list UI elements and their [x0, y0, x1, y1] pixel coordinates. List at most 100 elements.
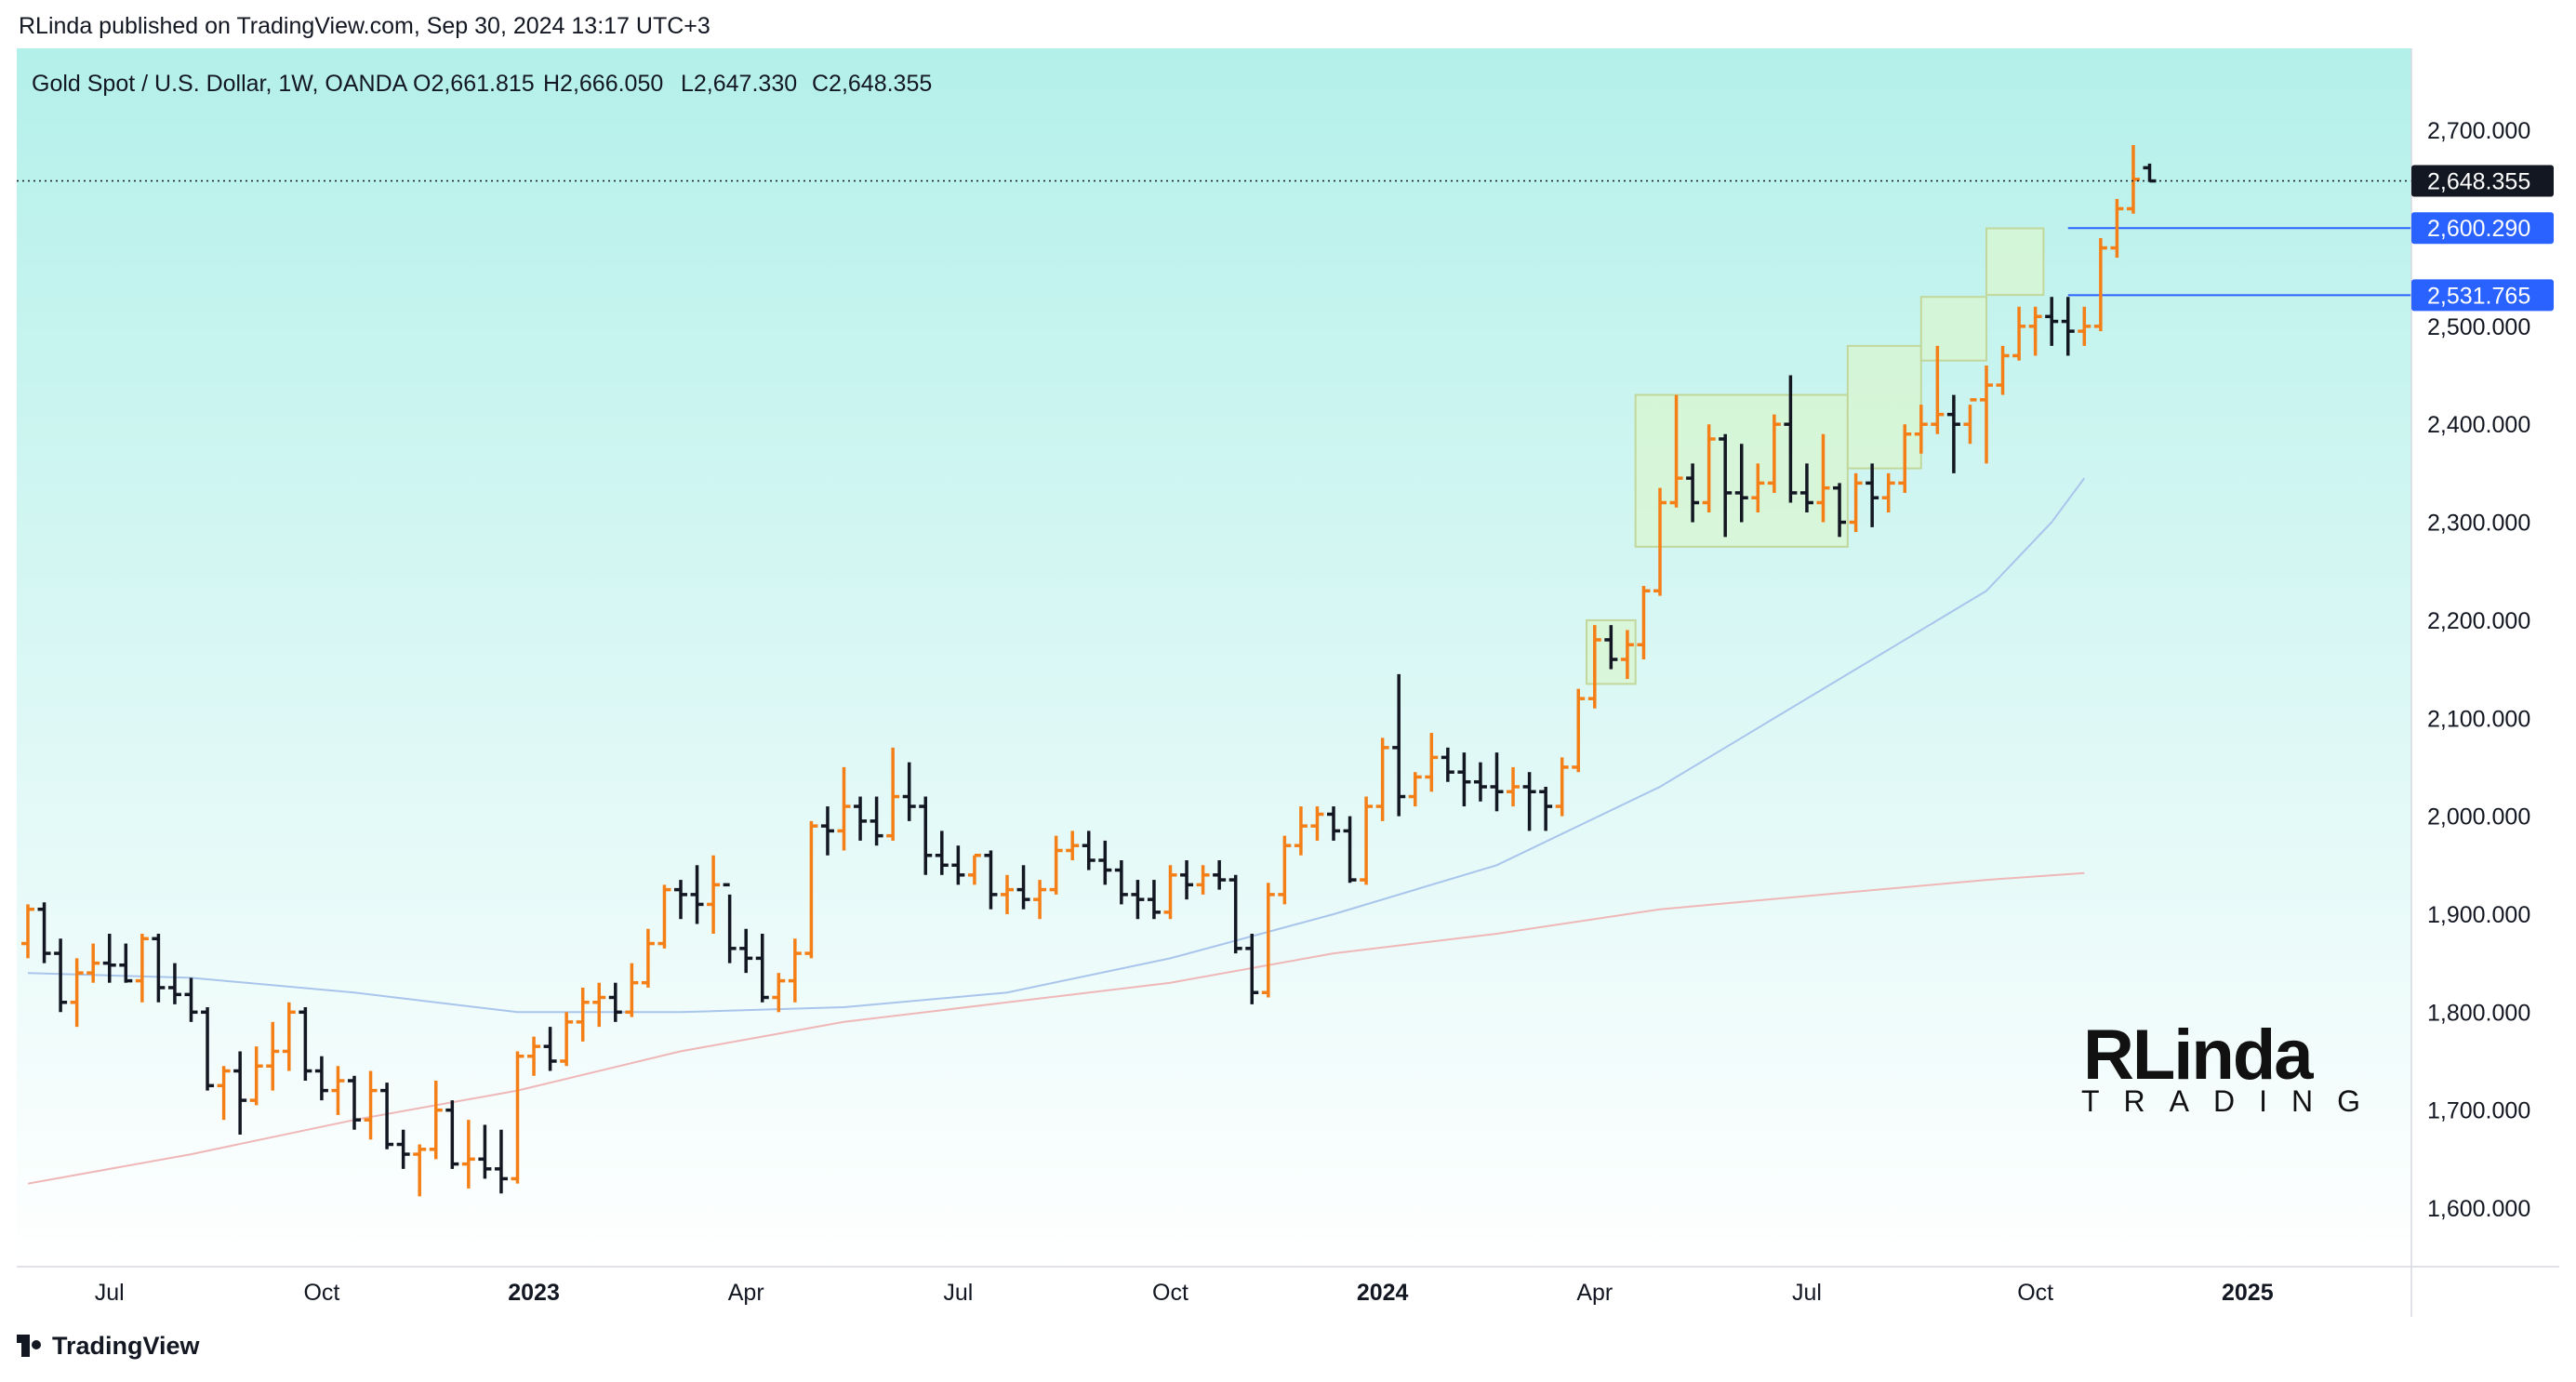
ohlc-bar	[1114, 860, 1128, 905]
ohlc-bar	[1669, 394, 1683, 508]
ohlc-bar	[1522, 772, 1536, 831]
ohlc-bar	[854, 796, 868, 841]
ohlc-bar	[86, 943, 100, 983]
ohlc-bar	[396, 1129, 410, 1169]
ohlc-bar	[1392, 673, 1406, 817]
ohlc-bar	[119, 943, 133, 983]
legend-close: C2,648.355	[812, 71, 932, 97]
ohlc-bar	[217, 1066, 231, 1121]
y-tick-label: 2,500.000	[2427, 314, 2530, 340]
ohlc-bar	[2110, 198, 2124, 259]
y-tick-label: 2,000.000	[2427, 804, 2530, 831]
ohlc-bar	[331, 1066, 345, 1115]
ohlc-bar	[1980, 365, 1993, 464]
price-tag-last: 2,648.355	[2411, 165, 2554, 197]
y-tick-label: 2,300.000	[2427, 511, 2530, 537]
ohlc-bar	[1799, 463, 1813, 513]
ohlc-bar	[249, 1046, 263, 1106]
ohlc-bar	[543, 1027, 557, 1071]
ohlc-bar	[2126, 144, 2140, 214]
ohlc-legend: Gold Spot / U.S. Dollar, 1W, OANDA O2,66…	[32, 71, 932, 97]
ohlc-bar	[1441, 747, 1454, 782]
ohlc-bar	[184, 977, 198, 1022]
ohlc-bar	[1163, 865, 1177, 920]
ohlc-bar	[1473, 762, 1487, 802]
ohlc-bar	[1620, 630, 1634, 680]
watermark-line-2: TRADING	[2081, 1084, 2384, 1118]
ohlc-bar	[1866, 463, 1879, 527]
ohlc-bar	[870, 796, 883, 846]
ohlc-bar	[1539, 786, 1553, 831]
ohlc-bar	[167, 963, 181, 1004]
legend-open: O2,661.815	[413, 71, 535, 97]
x-tick-label: Oct	[2017, 1280, 2053, 1306]
ohlc-bar	[70, 958, 84, 1028]
ohlc-bar	[1245, 934, 1259, 1004]
time-axis[interactable]: Jul Oct 2023 Apr Jul Oct 2024 Apr Jul Oct 2025	[95, 1280, 2274, 1306]
publisher-caption: RLinda published on TradingView.com, Sep…	[19, 13, 710, 39]
ohlc-bar	[772, 973, 786, 1013]
x-tick-label: Jul	[95, 1280, 125, 1306]
ohlc-bar	[1490, 752, 1504, 812]
price-tag-level-2: 2,531.765	[2411, 279, 2554, 312]
ohlc-bar	[576, 987, 590, 1042]
ohlc-bar	[1180, 860, 1194, 900]
tradingview-brand-label: TradingView	[52, 1332, 200, 1360]
ohlc-bar	[657, 884, 671, 949]
x-tick-label: Jul	[943, 1280, 973, 1306]
ohlc-bar	[2078, 306, 2091, 346]
ohlc-bar	[1637, 586, 1651, 660]
ohlc-bar	[1507, 766, 1520, 807]
x-tick-label: 2023	[508, 1280, 560, 1306]
ohlc-bar	[1686, 463, 1700, 523]
ohlc-bar	[2012, 306, 2026, 361]
ohlc-bar	[1457, 752, 1471, 807]
legend-high: H2,666.050	[543, 71, 663, 97]
price-axis[interactable]: 1,600.000 1,700.000 1,800.000 1,900.000 2,00…	[2427, 118, 2530, 1222]
zone-box	[1846, 344, 1922, 470]
ohlc-bar	[1213, 860, 1227, 890]
price-tag-last-text: 2,648.355	[2427, 169, 2530, 195]
ohlc-bar	[820, 806, 834, 856]
y-tick-label: 2,700.000	[2427, 118, 2530, 144]
ohlc-bar	[560, 1012, 574, 1067]
ohlc-bar	[461, 1120, 475, 1189]
ohlc-bar	[1653, 487, 1666, 596]
plot-background	[17, 48, 2411, 1267]
ohlc-bar	[739, 928, 753, 974]
legend-low: L2,647.330	[681, 71, 797, 97]
ohlc-bar	[233, 1051, 247, 1135]
ohlc-bar	[478, 1124, 492, 1179]
ohlc-bar	[1049, 835, 1063, 895]
ohlc-bar	[1066, 831, 1080, 861]
rlinda-watermark-logo: RLinda TRADING	[2081, 1016, 2384, 1118]
ohlc-bar	[1261, 883, 1275, 998]
ohlc-bar	[429, 1081, 443, 1160]
ohlc-bar	[1572, 688, 1586, 773]
ohlc-bar	[445, 1100, 459, 1169]
ohlc-bar	[1343, 816, 1357, 884]
ohlc-bar	[788, 938, 802, 1003]
ohlc-bar	[886, 747, 900, 841]
ohlc-bar	[1147, 880, 1161, 920]
ohlc-bar	[804, 820, 818, 959]
ohlc-bar	[1228, 874, 1242, 954]
x-tick-label: 2024	[1357, 1280, 1409, 1306]
ohlc-bar	[1604, 625, 1618, 670]
ohlc-bar	[314, 1056, 328, 1101]
ohlc-bar	[902, 762, 916, 821]
ohlc-bar	[837, 766, 851, 851]
tradingview-footer[interactable]: TradingView	[17, 1332, 200, 1361]
ohlc-bar	[1294, 806, 1308, 856]
ohlc-bar	[984, 850, 998, 910]
ohlc-bar	[641, 928, 655, 988]
ohlc-bar	[201, 1007, 215, 1091]
ohlc-bar	[1196, 865, 1210, 895]
ohlc-bar	[1751, 463, 1765, 513]
ohlc-bar	[1963, 398, 1977, 445]
ohlc-bar	[135, 934, 149, 1003]
ohlc-bar	[755, 934, 769, 1003]
ohlc-bar	[1425, 733, 1439, 792]
ohlc-bar	[1849, 472, 1863, 533]
